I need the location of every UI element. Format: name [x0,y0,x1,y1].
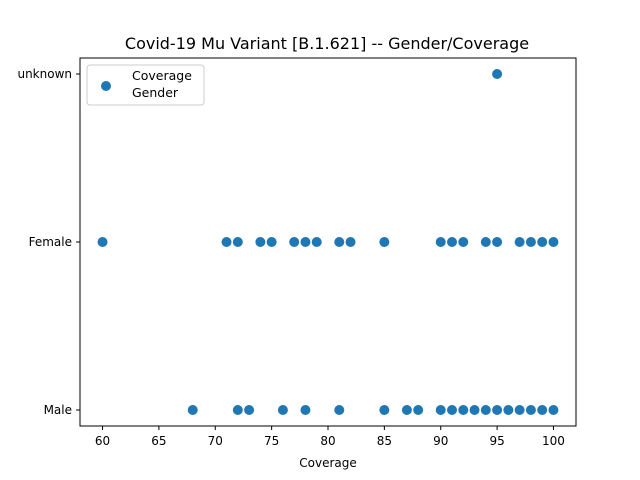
x-tick-label: 60 [95,434,110,448]
x-tick-label: 95 [489,434,504,448]
data-point [435,405,446,415]
data-point [413,405,424,415]
data-point [311,237,322,247]
data-point [435,237,446,247]
x-tick-label: 80 [320,434,335,448]
data-point [334,237,345,247]
data-point [469,405,480,415]
data-point [447,237,457,247]
data-point [537,405,548,415]
data-point [525,405,536,415]
y-tick-label: Female [29,235,72,249]
data-point [480,237,491,247]
data-point [187,405,198,415]
data-point [379,237,390,247]
data-point [232,405,243,415]
data-point [492,405,503,415]
data-point [492,69,503,79]
x-tick-label: 100 [542,434,565,448]
x-axis-label: Coverage [299,456,357,470]
data-point [334,405,345,415]
data-point [379,405,390,415]
legend: Coverage Gender [86,64,205,106]
data-point [548,237,559,247]
x-axis-ticks: 60 65 70 75 80 85 90 95 100 [95,426,565,448]
x-tick-label: 90 [433,434,448,448]
y-axis-ticks: Male Female unknown [17,67,80,417]
data-point [525,237,536,247]
data-point [232,237,243,247]
chart-title: Covid-19 Mu Variant [B.1.621] -- Gender/… [125,34,529,53]
data-point [458,237,469,247]
data-point [255,237,266,247]
data-point [345,237,356,247]
data-point [266,237,277,247]
x-tick-label: 85 [377,434,392,448]
data-point [447,405,457,415]
data-point [221,237,232,247]
data-point [514,405,525,415]
data-point [97,237,108,247]
data-point [401,405,412,415]
data-point [244,405,255,415]
y-tick-label: Male [44,403,72,417]
x-tick-label: 65 [151,434,166,448]
data-point [548,405,559,415]
data-point [492,237,503,247]
data-point [480,405,491,415]
data-point [300,237,311,247]
data-points [97,69,559,415]
data-point [514,237,525,247]
legend-label-gender: Gender [132,85,179,100]
data-point [537,237,548,247]
legend-label-coverage: Coverage [132,68,192,83]
data-point [300,405,311,415]
x-tick-label: 75 [264,434,279,448]
data-point [503,405,514,415]
x-tick-label: 70 [208,434,223,448]
data-point [289,237,300,247]
data-point [277,405,288,415]
data-point [458,405,469,415]
legend-marker [101,81,111,91]
legend-box [86,64,205,106]
y-tick-label: unknown [17,67,72,81]
